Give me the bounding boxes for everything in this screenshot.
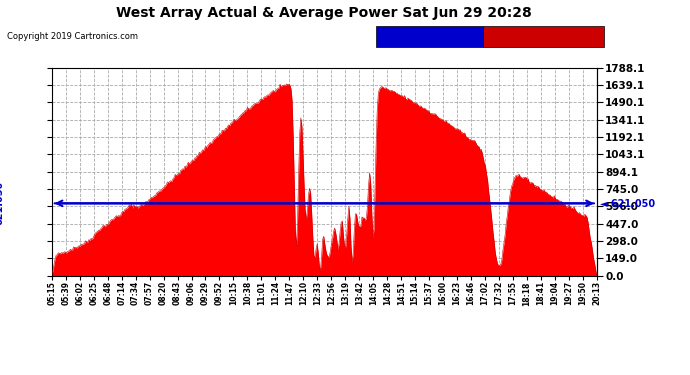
Text: 621.050: 621.050	[0, 181, 4, 225]
Text: West Array  (DC Watts): West Array (DC Watts)	[484, 32, 602, 41]
Text: Average  (DC Watts): Average (DC Watts)	[378, 32, 481, 41]
Text: West Array Actual & Average Power Sat Jun 29 20:28: West Array Actual & Average Power Sat Ju…	[117, 6, 532, 20]
Text: Copyright 2019 Cartronics.com: Copyright 2019 Cartronics.com	[7, 32, 138, 41]
